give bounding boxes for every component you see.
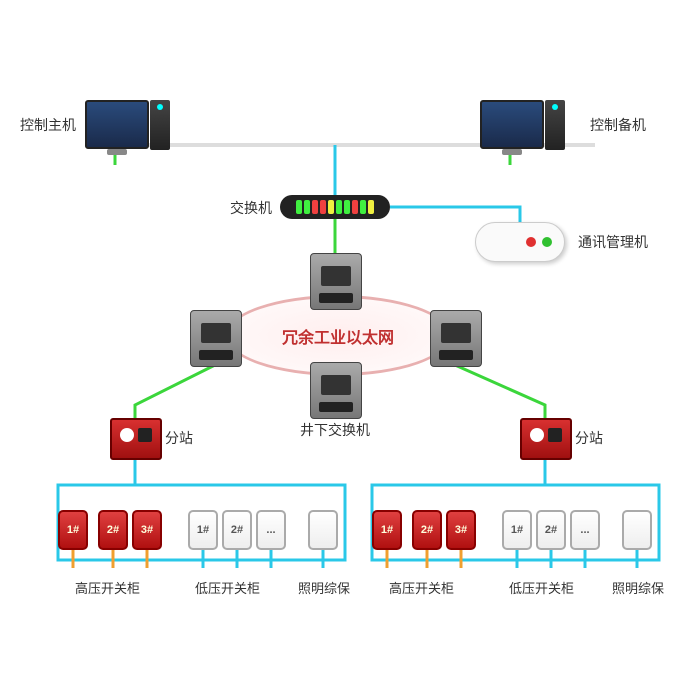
left-hv-label: 高压开关柜 xyxy=(75,578,140,597)
substation-right xyxy=(520,418,572,460)
right-lv-2: 2# xyxy=(536,510,566,550)
mine-switch-left xyxy=(190,310,242,367)
control-backup-tower xyxy=(545,100,565,150)
left-hv-1: 1# xyxy=(58,510,88,550)
left-light-1 xyxy=(308,510,338,550)
right-hv-1: 1# xyxy=(372,510,402,550)
control-main-tower xyxy=(150,100,170,150)
left-lv-2: 2# xyxy=(222,510,252,550)
control-main-label: 控制主机 xyxy=(20,115,76,135)
left-lv-1: 1# xyxy=(188,510,218,550)
comm-manager xyxy=(475,222,565,262)
left-light-label: 照明综保 xyxy=(298,578,350,597)
mine-switch-label: 井下交换机 xyxy=(300,420,370,440)
mine-switch-bottom xyxy=(310,362,362,419)
right-hv-3: 3# xyxy=(446,510,476,550)
left-hv-2: 2# xyxy=(98,510,128,550)
left-hv-3: 3# xyxy=(132,510,162,550)
right-lv-1: 1# xyxy=(502,510,532,550)
right-light-1 xyxy=(622,510,652,550)
mine-switch-top xyxy=(310,253,362,310)
comm-mgr-label: 通讯管理机 xyxy=(578,232,648,252)
control-backup-label: 控制备机 xyxy=(590,115,646,135)
network-switch xyxy=(280,195,390,219)
switch-label: 交换机 xyxy=(230,198,272,218)
control-main-monitor xyxy=(85,100,149,149)
right-light-label: 照明综保 xyxy=(612,578,664,597)
control-backup-monitor xyxy=(480,100,544,149)
right-hv-label: 高压开关柜 xyxy=(389,578,454,597)
mine-switch-right xyxy=(430,310,482,367)
ethernet-label: 冗余工业以太网 xyxy=(282,324,394,348)
left-lv-3: ... xyxy=(256,510,286,550)
right-lv-3: ... xyxy=(570,510,600,550)
switch-to-commmgr-line xyxy=(390,207,520,222)
substation-left-label: 分站 xyxy=(165,428,193,448)
substation-right-label: 分站 xyxy=(575,428,603,448)
right-hv-2: 2# xyxy=(412,510,442,550)
left-lv-label: 低压开关柜 xyxy=(195,578,260,597)
substation-left xyxy=(110,418,162,460)
right-lv-label: 低压开关柜 xyxy=(509,578,574,597)
